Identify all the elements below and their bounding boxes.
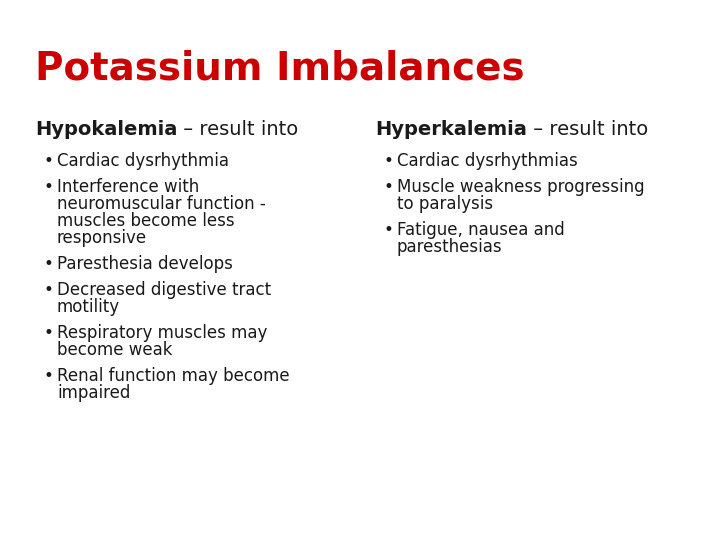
Text: neuromuscular function -: neuromuscular function - [57, 195, 266, 213]
Text: muscles become less: muscles become less [57, 212, 235, 230]
Text: Muscle weakness progressing: Muscle weakness progressing [397, 178, 644, 196]
Text: •: • [43, 324, 53, 342]
Text: •: • [383, 178, 393, 196]
Text: •: • [383, 221, 393, 239]
Text: •: • [383, 152, 393, 170]
Text: Hyperkalemia: Hyperkalemia [375, 120, 527, 139]
Text: •: • [43, 367, 53, 385]
Text: Fatigue, nausea and: Fatigue, nausea and [397, 221, 564, 239]
Text: •: • [43, 178, 53, 196]
Text: Respiratory muscles may: Respiratory muscles may [57, 324, 267, 342]
Text: Paresthesia develops: Paresthesia develops [57, 255, 233, 273]
Text: – result into: – result into [177, 120, 299, 139]
Text: •: • [43, 281, 53, 299]
Text: Cardiac dysrhythmia: Cardiac dysrhythmia [57, 152, 229, 170]
Text: become weak: become weak [57, 341, 173, 359]
Text: Decreased digestive tract: Decreased digestive tract [57, 281, 271, 299]
Text: – result into: – result into [527, 120, 648, 139]
Text: Hypokalemia: Hypokalemia [35, 120, 177, 139]
Text: responsive: responsive [57, 229, 147, 247]
Text: Cardiac dysrhythmias: Cardiac dysrhythmias [397, 152, 577, 170]
Text: Interference with: Interference with [57, 178, 199, 196]
Text: to paralysis: to paralysis [397, 195, 493, 213]
Text: impaired: impaired [57, 384, 130, 402]
Text: Potassium Imbalances: Potassium Imbalances [35, 50, 525, 88]
Text: •: • [43, 152, 53, 170]
Text: motility: motility [57, 298, 120, 316]
Text: paresthesias: paresthesias [397, 238, 503, 256]
Text: •: • [43, 255, 53, 273]
Text: Renal function may become: Renal function may become [57, 367, 289, 385]
